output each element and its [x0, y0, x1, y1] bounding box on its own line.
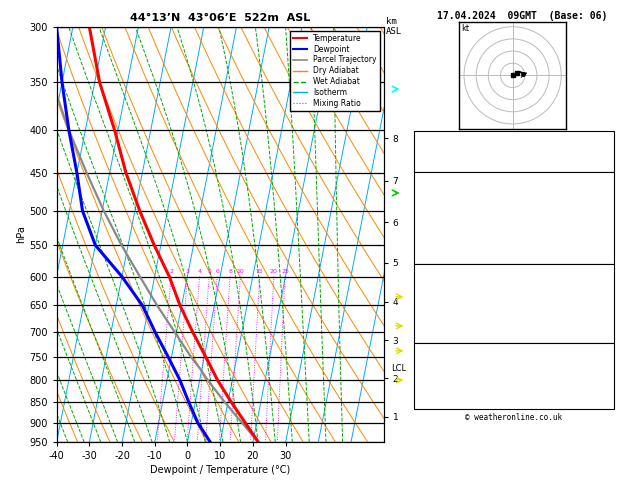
- Text: kt: kt: [462, 24, 470, 34]
- Text: StmDir: StmDir: [418, 385, 448, 395]
- Text: SREH: SREH: [418, 373, 438, 382]
- Text: 8: 8: [228, 269, 232, 274]
- Text: θₑ (K): θₑ (K): [418, 294, 448, 302]
- Text: Most Unstable: Most Unstable: [481, 268, 547, 277]
- Text: 6: 6: [605, 399, 610, 407]
- Text: km: km: [386, 17, 397, 26]
- Text: 4: 4: [198, 269, 201, 274]
- Text: 1.15: 1.15: [590, 161, 610, 170]
- Text: 21.7: 21.7: [590, 189, 610, 197]
- Text: 20: 20: [270, 269, 278, 274]
- Text: StmSpd (kt): StmSpd (kt): [418, 399, 472, 407]
- Text: 318: 318: [595, 294, 610, 302]
- Text: 17.04.2024  09GMT  (Base: 06): 17.04.2024 09GMT (Base: 06): [437, 11, 607, 21]
- Text: Surface: Surface: [496, 175, 532, 185]
- Text: EH: EH: [418, 360, 428, 369]
- Y-axis label: hPa: hPa: [16, 226, 26, 243]
- Text: 0: 0: [605, 332, 610, 341]
- Text: CIN (J): CIN (J): [418, 332, 453, 341]
- Text: 318: 318: [595, 214, 610, 223]
- Text: 13: 13: [600, 360, 610, 369]
- Text: 3: 3: [605, 306, 610, 315]
- Text: Dewp (°C): Dewp (°C): [418, 201, 463, 210]
- Text: 15: 15: [256, 269, 264, 274]
- Text: 0: 0: [605, 240, 610, 249]
- Text: 0: 0: [605, 253, 610, 262]
- X-axis label: Dewpoint / Temperature (°C): Dewpoint / Temperature (°C): [150, 466, 290, 475]
- Text: 6: 6: [215, 269, 219, 274]
- Text: © weatheronline.co.uk: © weatheronline.co.uk: [465, 413, 562, 422]
- Text: K: K: [418, 135, 423, 144]
- Text: PW (cm): PW (cm): [418, 161, 453, 170]
- Text: Hodograph: Hodograph: [491, 347, 537, 356]
- Text: θₑ(K): θₑ(K): [418, 214, 443, 223]
- Text: 42: 42: [600, 148, 610, 157]
- Text: 10: 10: [237, 269, 244, 274]
- Text: Pressure (mb): Pressure (mb): [418, 280, 482, 290]
- Text: Totals Totals: Totals Totals: [418, 148, 482, 157]
- Text: 5: 5: [207, 269, 211, 274]
- Text: 7: 7: [605, 201, 610, 210]
- Title: 44°13’N  43°06’E  522m  ASL: 44°13’N 43°06’E 522m ASL: [130, 13, 310, 23]
- Text: CAPE (J): CAPE (J): [418, 319, 458, 328]
- Text: 3: 3: [605, 227, 610, 236]
- Text: 952: 952: [595, 280, 610, 290]
- Text: 303°: 303°: [590, 385, 610, 395]
- Text: 3: 3: [186, 269, 189, 274]
- Text: Temp (°C): Temp (°C): [418, 189, 463, 197]
- Text: 23: 23: [600, 373, 610, 382]
- Text: Lifted Index: Lifted Index: [418, 227, 477, 236]
- Text: ASL: ASL: [386, 27, 403, 36]
- Legend: Temperature, Dewpoint, Parcel Trajectory, Dry Adiabat, Wet Adiabat, Isotherm, Mi: Temperature, Dewpoint, Parcel Trajectory…: [291, 31, 380, 111]
- Text: Lifted Index: Lifted Index: [418, 306, 477, 315]
- Text: LCL: LCL: [391, 364, 406, 373]
- Text: CIN (J): CIN (J): [418, 253, 453, 262]
- Text: 2: 2: [605, 135, 610, 144]
- Text: 2: 2: [169, 269, 173, 274]
- Text: 25: 25: [281, 269, 289, 274]
- Text: 0: 0: [605, 319, 610, 328]
- Text: CAPE (J): CAPE (J): [418, 240, 458, 249]
